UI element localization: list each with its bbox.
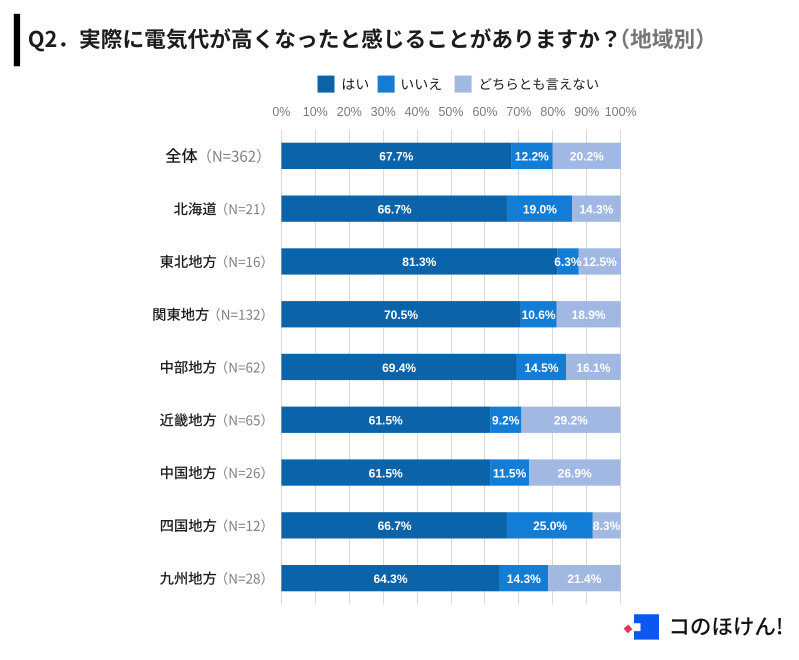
svg-text:66.7%: 66.7%	[378, 519, 412, 533]
svg-text:100%: 100%	[605, 105, 637, 119]
svg-text:12.5%: 12.5%	[583, 255, 617, 269]
svg-text:26.9%: 26.9%	[558, 466, 592, 480]
svg-text:8.3%: 8.3%	[593, 519, 621, 533]
svg-text:20.2%: 20.2%	[570, 150, 604, 164]
svg-text:64.3%: 64.3%	[373, 572, 407, 586]
svg-text:30%: 30%	[371, 105, 396, 119]
svg-text:81.3%: 81.3%	[402, 255, 436, 269]
svg-text:6.3%: 6.3%	[554, 255, 582, 269]
svg-text:50%: 50%	[438, 105, 463, 119]
svg-text:80%: 80%	[540, 105, 565, 119]
svg-text:19.0%: 19.0%	[523, 203, 557, 217]
svg-text:16.1%: 16.1%	[576, 361, 610, 375]
svg-text:90%: 90%	[574, 105, 599, 119]
svg-text:14.5%: 14.5%	[524, 361, 558, 375]
svg-text:18.9%: 18.9%	[572, 308, 606, 322]
svg-text:29.2%: 29.2%	[554, 414, 588, 428]
svg-text:60%: 60%	[472, 105, 497, 119]
svg-text:25.0%: 25.0%	[533, 519, 567, 533]
svg-text:66.7%: 66.7%	[378, 203, 412, 217]
svg-text:70%: 70%	[506, 105, 531, 119]
svg-text:14.3%: 14.3%	[579, 203, 613, 217]
svg-text:14.3%: 14.3%	[507, 572, 541, 586]
svg-text:67.7%: 67.7%	[379, 150, 413, 164]
svg-text:61.5%: 61.5%	[369, 466, 403, 480]
svg-text:0%: 0%	[272, 105, 290, 119]
svg-text:11.5%: 11.5%	[493, 466, 527, 480]
svg-text:12.2%: 12.2%	[515, 150, 549, 164]
svg-text:10%: 10%	[303, 105, 328, 119]
svg-text:69.4%: 69.4%	[382, 361, 416, 375]
svg-text:40%: 40%	[405, 105, 430, 119]
svg-text:21.4%: 21.4%	[567, 572, 601, 586]
svg-text:61.5%: 61.5%	[369, 414, 403, 428]
svg-text:70.5%: 70.5%	[384, 308, 418, 322]
svg-text:10.6%: 10.6%	[522, 308, 556, 322]
svg-text:20%: 20%	[337, 105, 362, 119]
svg-text:9.2%: 9.2%	[492, 414, 520, 428]
